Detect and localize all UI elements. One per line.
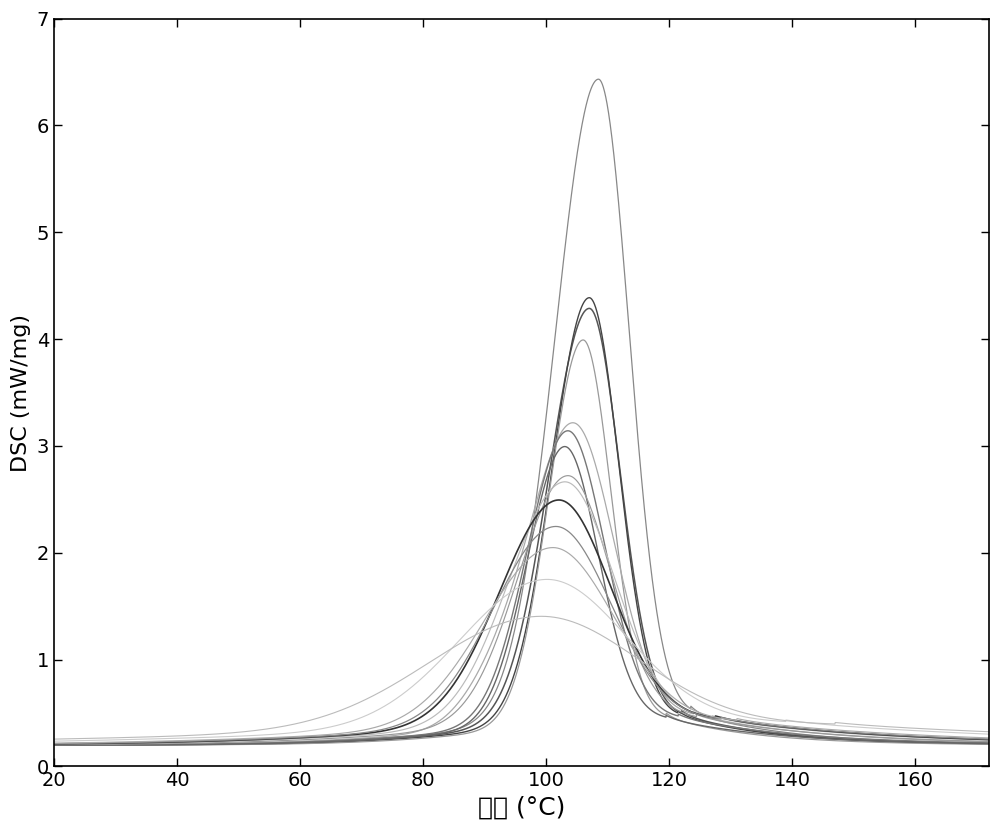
- X-axis label: 温度 (°C): 温度 (°C): [478, 796, 565, 820]
- Y-axis label: DSC (mW/mg): DSC (mW/mg): [11, 313, 31, 471]
